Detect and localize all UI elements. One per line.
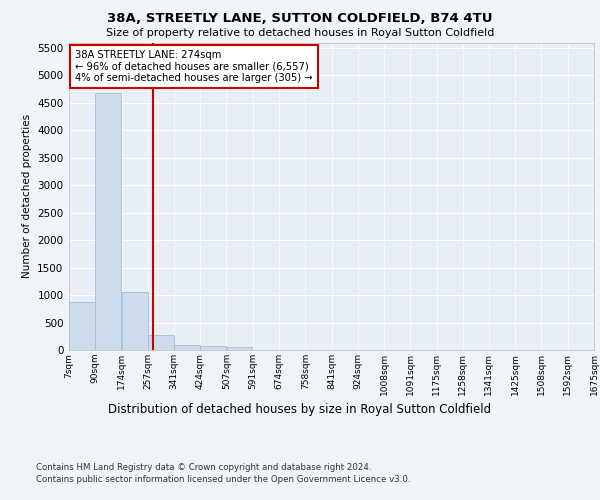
Bar	[227, 346, 253, 350]
Bar	[148, 335, 173, 350]
Bar	[200, 346, 226, 350]
Bar	[122, 292, 148, 350]
Text: 38A, STREETLY LANE, SUTTON COLDFIELD, B74 4TU: 38A, STREETLY LANE, SUTTON COLDFIELD, B7…	[107, 12, 493, 26]
Text: 38A STREETLY LANE: 274sqm
← 96% of detached houses are smaller (6,557)
4% of sem: 38A STREETLY LANE: 274sqm ← 96% of detac…	[76, 50, 313, 84]
Bar	[95, 93, 121, 350]
Text: Size of property relative to detached houses in Royal Sutton Coldfield: Size of property relative to detached ho…	[106, 28, 494, 38]
Text: Contains public sector information licensed under the Open Government Licence v3: Contains public sector information licen…	[36, 475, 410, 484]
Text: Distribution of detached houses by size in Royal Sutton Coldfield: Distribution of detached houses by size …	[109, 402, 491, 415]
Y-axis label: Number of detached properties: Number of detached properties	[22, 114, 32, 278]
Bar	[174, 345, 200, 350]
Text: Contains HM Land Registry data © Crown copyright and database right 2024.: Contains HM Land Registry data © Crown c…	[36, 462, 371, 471]
Bar	[69, 302, 95, 350]
